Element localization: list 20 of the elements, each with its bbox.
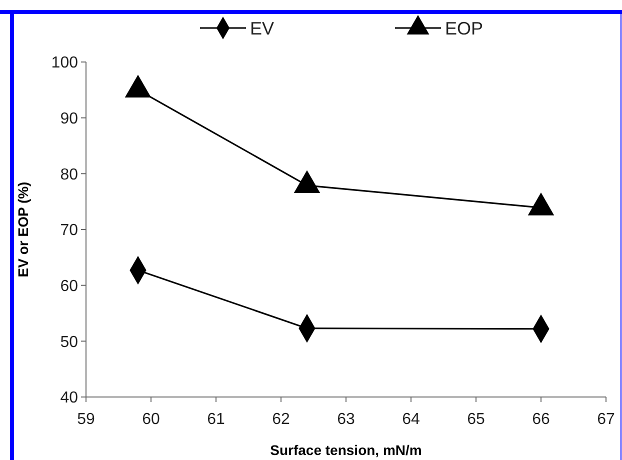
x-axis-title: Surface tension, mN/m [270, 442, 422, 458]
y-tick-label: 50 [60, 334, 78, 351]
x-tick-label: 65 [467, 411, 485, 428]
y-tick-label: 40 [60, 390, 78, 407]
x-tick-label: 59 [77, 411, 95, 428]
x-tick-label: 66 [532, 411, 550, 428]
x-tick-label: 64 [402, 411, 420, 428]
x-tick-label: 61 [207, 411, 225, 428]
y-tick-label: 90 [60, 110, 78, 128]
y-tick-label: 60 [60, 278, 78, 295]
y-tick-label: 70 [60, 222, 78, 240]
x-tick-label: 67 [597, 411, 615, 428]
legend-label: EOP [445, 18, 484, 38]
x-tick-label: 63 [337, 411, 355, 428]
legend-label: EV [250, 18, 274, 38]
x-tick-label: 60 [142, 411, 160, 428]
y-tick-label: 80 [60, 166, 78, 184]
y-axis-title: EV or EOP (%) [15, 182, 31, 278]
x-tick-label: 62 [272, 411, 290, 428]
y-tick-label: 100 [51, 54, 78, 72]
